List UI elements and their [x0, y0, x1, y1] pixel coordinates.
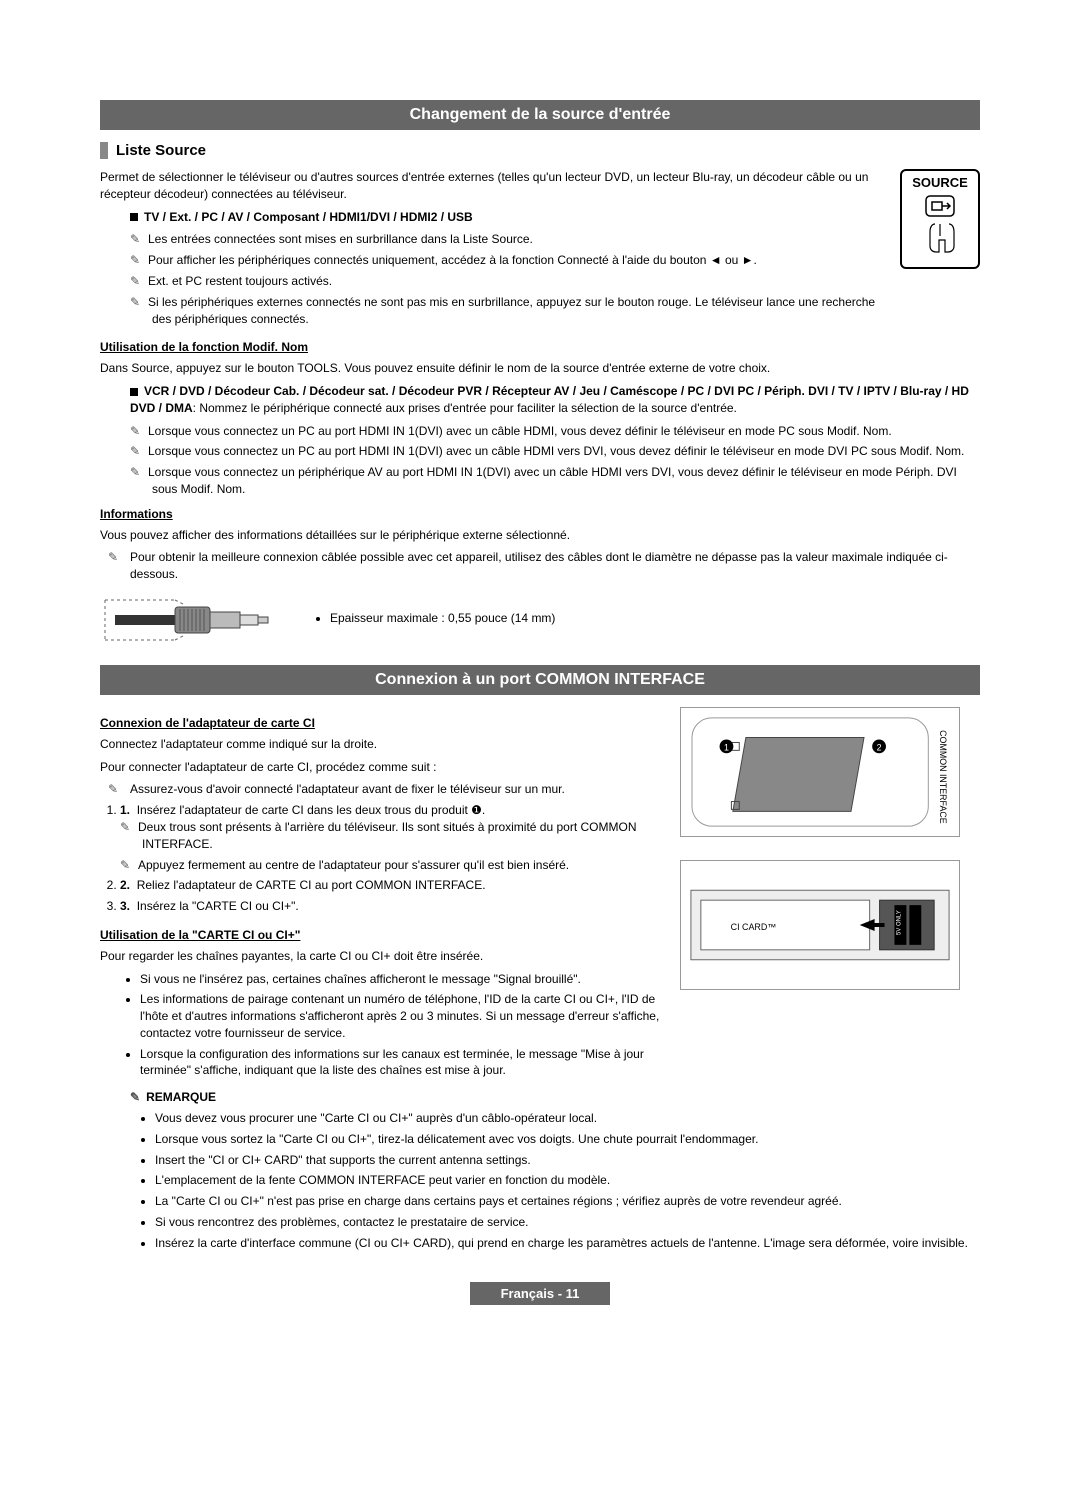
use-b1: Les informations de pairage contenant un…	[140, 991, 660, 1041]
ci-card-diagram: CI CARD™ 5V ONLY	[680, 860, 960, 990]
ci-side-label: COMMON INTERFACE	[938, 730, 948, 824]
modif-head: Utilisation de la fonction Modif. Nom	[100, 339, 980, 356]
rem-b0: Vous devez vous procurer une "Carte CI o…	[155, 1110, 980, 1127]
modif-tail: : Nommez le périphérique connecté aux pr…	[193, 401, 737, 415]
rem-b3: L'emplacement de la fente COMMON INTERFA…	[155, 1172, 980, 1189]
ci-adapter-diagram: 1 2 COMMON INTERFACE	[680, 707, 960, 837]
rem-b1: Lorsque vous sortez la "Carte CI ou CI+"…	[155, 1131, 980, 1148]
section1-header: Changement de la source d'entrée	[100, 100, 980, 130]
cable-diagram	[100, 595, 270, 645]
ci-note1: Assurez-vous d'avoir connecté l'adaptate…	[130, 781, 660, 798]
info-line: Vous pouvez afficher des informations dé…	[100, 527, 980, 544]
ci-l1: Connectez l'adaptateur comme indiqué sur…	[100, 736, 660, 753]
info-head: Informations	[100, 506, 980, 523]
svg-text:1: 1	[724, 742, 729, 752]
rem-b4: La "Carte CI ou CI+" n'est pas prise en …	[155, 1193, 980, 1210]
cable-label: Epaisseur maximale : 0,55 pouce (14 mm)	[330, 610, 555, 627]
modif-note-1: Lorsque vous connectez un PC au port HDM…	[148, 444, 964, 458]
square-bullet	[130, 213, 138, 221]
ci-step1: Insérez l'adaptateur de carte CI dans le…	[137, 803, 486, 817]
s1-note-1: Pour afficher les périphériques connecté…	[148, 253, 757, 267]
section1-sub: Liste Source	[100, 142, 980, 159]
modif-note-0: Lorsque vous connectez un PC au port HDM…	[148, 424, 892, 438]
ci-step1-n2: Appuyez fermement au centre de l'adaptat…	[138, 858, 569, 872]
info-note: Pour obtenir la meilleure connexion câbl…	[130, 549, 980, 583]
s1-note-0: Les entrées connectées sont mises en sur…	[148, 232, 533, 246]
modif-note-2: Lorsque vous connectez un périphérique A…	[148, 465, 957, 496]
ci-step3: Insérez la "CARTE CI ou CI+".	[137, 899, 299, 913]
rem-b2: Insert the "CI or CI+ CARD" that support…	[155, 1152, 980, 1169]
svg-text:2: 2	[877, 742, 882, 752]
rem-b5: Si vous rencontrez des problèmes, contac…	[155, 1214, 980, 1231]
ci-head: Connexion de l'adaptateur de carte CI	[100, 715, 660, 732]
square-bullet-2	[130, 388, 138, 396]
section1-intro: Permet de sélectionner le téléviseur ou …	[100, 169, 880, 203]
rem-head: REMARQUE	[130, 1089, 980, 1106]
source-label: SOURCE	[912, 175, 968, 190]
use-head: Utilisation de la "CARTE CI ou CI+"	[100, 927, 660, 944]
section2-header: Connexion à un port COMMON INTERFACE	[100, 665, 980, 695]
ci-l2: Pour connecter l'adaptateur de carte CI,…	[100, 759, 660, 776]
use-intro: Pour regarder les chaînes payantes, la c…	[100, 948, 660, 965]
source-remote-box: SOURCE	[900, 169, 980, 269]
ci-step2: Reliez l'adaptateur de CARTE CI au port …	[137, 878, 486, 892]
section1-sources: TV / Ext. / PC / AV / Composant / HDMI1/…	[144, 210, 473, 224]
card-label: CI CARD™	[731, 922, 777, 932]
source-icon	[920, 194, 960, 254]
ci-step1-n1: Deux trous sont présents à l'arrière du …	[138, 820, 637, 851]
svg-text:5V ONLY: 5V ONLY	[896, 910, 902, 935]
use-b0: Si vous ne l'insérez pas, certaines chaî…	[140, 971, 660, 988]
rem-b6: Insérez la carte d'interface commune (CI…	[155, 1235, 980, 1252]
s1-note-2: Ext. et PC restent toujours activés.	[148, 274, 332, 288]
s1-note-3: Si les périphériques externes connectés …	[148, 295, 875, 326]
page-footer: Français - 11	[470, 1282, 610, 1305]
use-b2: Lorsque la configuration des information…	[140, 1046, 660, 1080]
modif-intro: Dans Source, appuyez sur le bouton TOOLS…	[100, 360, 980, 377]
